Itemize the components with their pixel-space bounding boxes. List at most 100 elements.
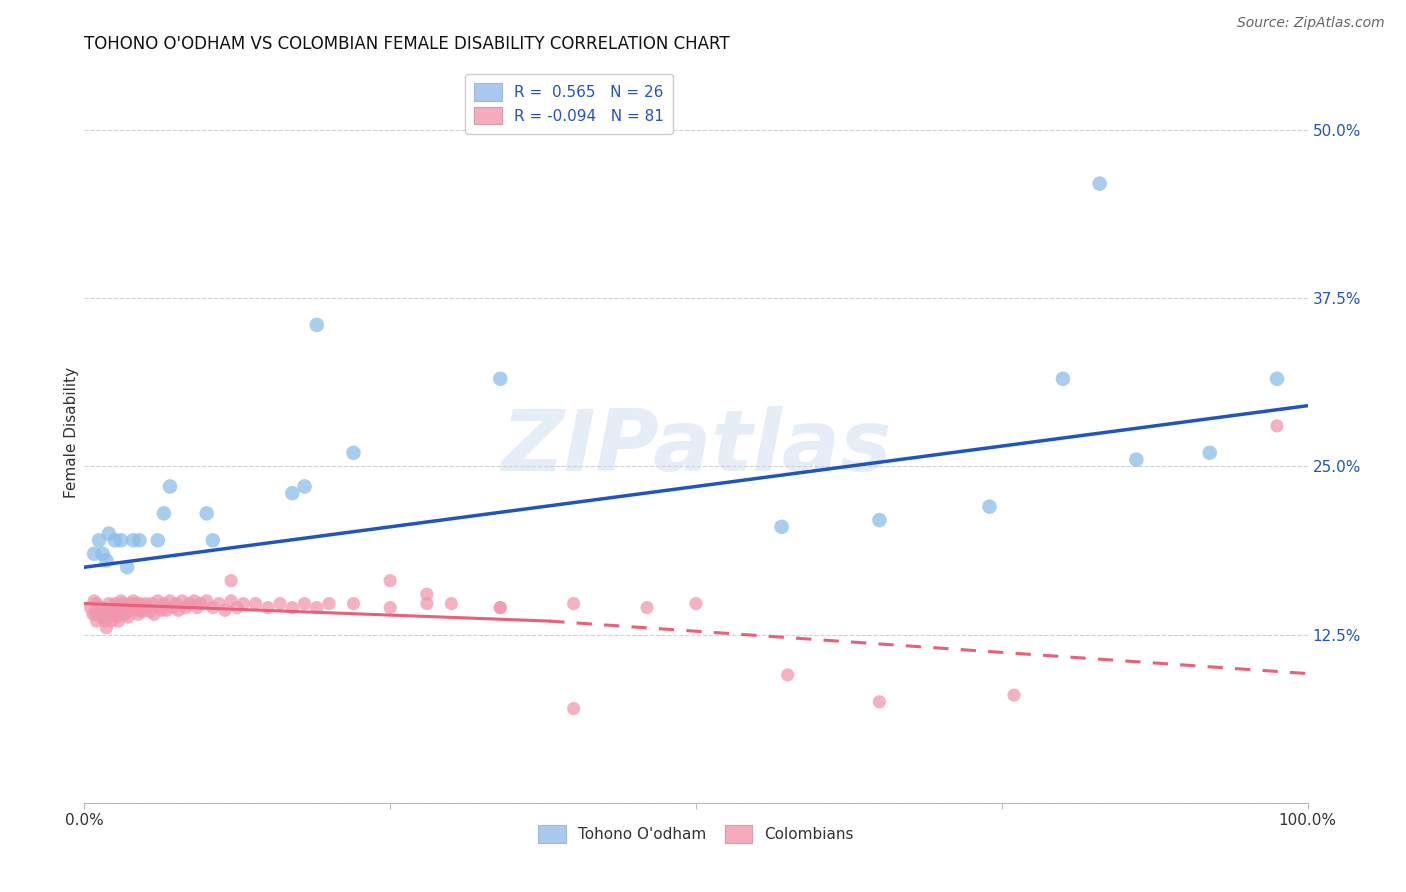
Point bbox=[82, 607, 104, 622]
Point bbox=[91, 547, 114, 561]
Point bbox=[94, 614, 117, 628]
Point bbox=[143, 607, 166, 622]
Point bbox=[146, 594, 169, 608]
Point bbox=[153, 597, 176, 611]
Point bbox=[257, 600, 280, 615]
Point bbox=[208, 597, 231, 611]
Point bbox=[84, 607, 107, 622]
Point bbox=[214, 603, 236, 617]
Point bbox=[167, 603, 190, 617]
Point bbox=[226, 600, 249, 615]
Point bbox=[245, 597, 267, 611]
Point bbox=[139, 605, 162, 619]
Point bbox=[100, 614, 122, 628]
Point bbox=[98, 610, 121, 624]
Point bbox=[979, 500, 1001, 514]
Point bbox=[294, 597, 316, 611]
Point bbox=[86, 597, 108, 611]
Point bbox=[172, 594, 194, 608]
Point bbox=[79, 600, 101, 615]
Point bbox=[201, 533, 224, 548]
Point bbox=[162, 600, 184, 615]
Point bbox=[122, 594, 145, 608]
Point bbox=[127, 607, 149, 622]
Point bbox=[1198, 446, 1220, 460]
Point bbox=[416, 587, 439, 601]
Point bbox=[219, 574, 242, 588]
Point bbox=[155, 603, 177, 617]
Point bbox=[124, 600, 146, 615]
Point bbox=[1052, 372, 1074, 386]
Point bbox=[128, 533, 150, 548]
Point bbox=[104, 533, 127, 548]
Point bbox=[318, 597, 340, 611]
Point bbox=[107, 614, 129, 628]
Point bbox=[232, 597, 254, 611]
Point bbox=[110, 533, 132, 548]
Point bbox=[562, 597, 585, 611]
Point bbox=[87, 533, 110, 548]
Point bbox=[183, 594, 205, 608]
Point bbox=[149, 600, 172, 615]
Point bbox=[122, 533, 145, 548]
Point bbox=[153, 507, 176, 521]
Point bbox=[1265, 372, 1288, 386]
Point bbox=[342, 446, 364, 460]
Y-axis label: Female Disability: Female Disability bbox=[63, 367, 79, 499]
Point bbox=[125, 597, 148, 611]
Point bbox=[281, 486, 304, 500]
Point bbox=[776, 668, 799, 682]
Point bbox=[132, 605, 155, 619]
Point bbox=[105, 610, 128, 624]
Point bbox=[83, 547, 105, 561]
Point bbox=[174, 600, 197, 615]
Point bbox=[115, 600, 138, 615]
Point bbox=[86, 614, 108, 628]
Point bbox=[110, 594, 132, 608]
Point bbox=[269, 597, 291, 611]
Point bbox=[103, 607, 125, 622]
Point bbox=[114, 607, 136, 622]
Point bbox=[89, 610, 111, 624]
Point bbox=[97, 526, 120, 541]
Point bbox=[380, 574, 402, 588]
Point bbox=[141, 597, 163, 611]
Point bbox=[112, 597, 135, 611]
Point bbox=[305, 318, 328, 332]
Point bbox=[131, 600, 153, 615]
Text: ZIPatlas: ZIPatlas bbox=[501, 406, 891, 489]
Point bbox=[440, 597, 463, 611]
Point bbox=[150, 603, 173, 617]
Point bbox=[179, 597, 201, 611]
Point bbox=[128, 597, 150, 611]
Point bbox=[1265, 418, 1288, 433]
Point bbox=[195, 507, 218, 521]
Point bbox=[869, 695, 891, 709]
Point bbox=[1125, 452, 1147, 467]
Point bbox=[636, 600, 658, 615]
Point bbox=[97, 607, 120, 622]
Point bbox=[91, 600, 114, 615]
Point bbox=[87, 605, 110, 619]
Point bbox=[294, 479, 316, 493]
Point bbox=[489, 372, 512, 386]
Point bbox=[101, 600, 124, 615]
Point bbox=[1088, 177, 1111, 191]
Point bbox=[305, 600, 328, 615]
Point bbox=[159, 479, 181, 493]
Point bbox=[97, 597, 120, 611]
Point bbox=[489, 600, 512, 615]
Point bbox=[1002, 688, 1025, 702]
Point bbox=[416, 597, 439, 611]
Text: TOHONO O'ODHAM VS COLOMBIAN FEMALE DISABILITY CORRELATION CHART: TOHONO O'ODHAM VS COLOMBIAN FEMALE DISAB… bbox=[84, 35, 730, 53]
Point bbox=[104, 597, 127, 611]
Point bbox=[115, 560, 138, 574]
Point bbox=[489, 600, 512, 615]
Point bbox=[96, 621, 118, 635]
Point bbox=[111, 600, 134, 615]
Point bbox=[770, 520, 793, 534]
Point bbox=[117, 610, 139, 624]
Point bbox=[136, 600, 159, 615]
Point bbox=[159, 594, 181, 608]
Point bbox=[380, 600, 402, 615]
